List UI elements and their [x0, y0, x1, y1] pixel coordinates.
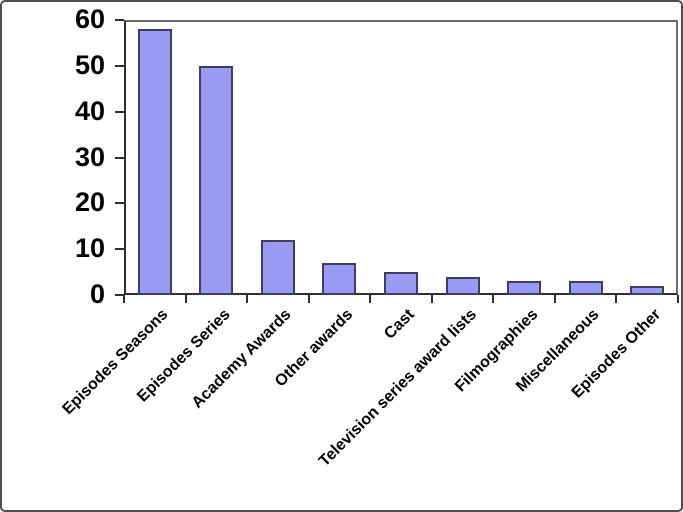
x-axis-tick — [246, 295, 249, 303]
x-axis-tick — [430, 295, 433, 303]
bar-academy-awards — [260, 240, 295, 295]
x-tick-label-episodes-seasons: Episodes Seasons — [59, 306, 172, 418]
y-axis-tick — [115, 110, 124, 113]
y-tick-label: 0 — [89, 279, 105, 309]
x-axis-tick — [369, 295, 372, 303]
x-axis-tick — [123, 295, 125, 303]
y-tick-label: 40 — [74, 95, 105, 126]
bar-episodes-seasons — [137, 29, 172, 295]
x-axis-tick — [677, 295, 679, 303]
y-tick-label: 10 — [74, 233, 105, 264]
x-axis-tick — [307, 295, 310, 303]
y-tick-label: 60 — [74, 4, 105, 34]
bar-cast — [384, 272, 418, 295]
bar-miscellaneous — [568, 281, 603, 295]
x-axis-tick — [553, 295, 556, 303]
y-axis-tick — [115, 64, 124, 67]
y-tick-label: 20 — [74, 187, 105, 218]
y-axis-tick — [115, 156, 124, 159]
x-axis-tick — [615, 295, 618, 303]
bar-episodes-series — [199, 65, 234, 295]
bar-filmographies — [507, 281, 542, 295]
x-axis-tick — [492, 295, 495, 303]
x-axis-tick — [184, 295, 187, 303]
x-tick-label-cast: Cast — [381, 306, 419, 343]
y-tick-label: 30 — [74, 141, 105, 172]
bar-episodes-other — [630, 285, 665, 295]
bar-other-awards — [322, 262, 357, 295]
y-axis-tick — [115, 202, 124, 205]
y-axis-tick — [115, 19, 124, 21]
bar-television-series-award-lists — [445, 276, 480, 295]
y-axis-tick — [115, 248, 124, 251]
y-axis-tick — [115, 294, 124, 296]
y-tick-label: 50 — [74, 49, 105, 80]
